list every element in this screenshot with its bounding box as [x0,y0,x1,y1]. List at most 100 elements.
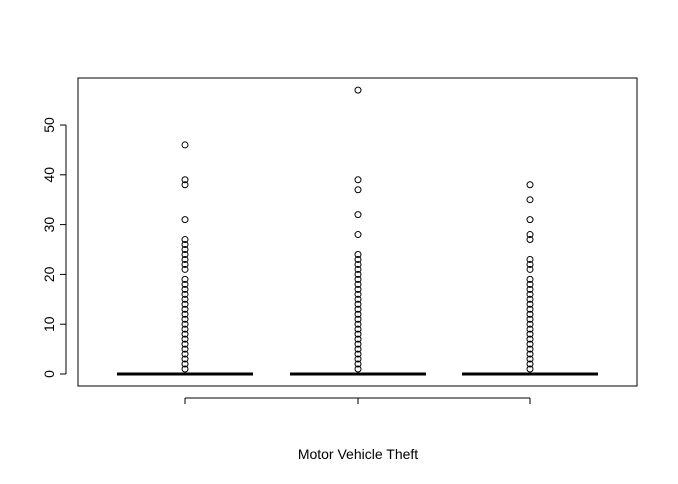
outlier-point [526,310,534,318]
outlier-point [526,285,534,293]
y-tick-label: 10 [41,316,57,332]
outlier-point [354,315,362,323]
outlier-point [526,320,534,328]
outlier-point [354,290,362,298]
outlier-point [526,260,534,268]
outlier-point [181,181,189,189]
outlier-point [354,300,362,308]
outlier-point [181,275,189,283]
outlier-point [181,300,189,308]
outlier-point [354,295,362,303]
outlier-point [354,176,362,184]
outlier-point [354,320,362,328]
outlier-point [181,141,189,149]
outlier-point [181,310,189,318]
outlier-point [181,330,189,338]
outlier-point [526,300,534,308]
outlier-point [181,250,189,258]
outlier-point [181,216,189,224]
outlier-point [181,360,189,368]
outlier-point [526,181,534,189]
outlier-point [354,350,362,358]
outlier-point [181,265,189,273]
outlier-point [526,231,534,239]
outlier-point [181,255,189,263]
outlier-point [354,345,362,353]
outlier-point [354,86,362,94]
y-tick-label: 40 [41,167,57,183]
outlier-point [181,260,189,268]
outlier-point [354,360,362,368]
outlier-point [354,305,362,313]
plot-frame [77,77,638,387]
boxes [117,86,598,376]
outlier-point [354,325,362,333]
outlier-point [526,305,534,313]
outlier-point [354,365,362,373]
outlier-point [181,241,189,249]
outlier-point [181,345,189,353]
y-tick-label: 30 [41,217,57,233]
box-group [290,86,426,376]
outlier-point [181,305,189,313]
outlier-point [181,320,189,328]
outlier-point [181,280,189,288]
outlier-point [526,265,534,273]
outlier-point [181,340,189,348]
outlier-point [526,196,534,204]
outlier-point [526,335,534,343]
outlier-point [354,186,362,194]
outlier-point [526,360,534,368]
outlier-point [526,365,534,373]
outlier-point [526,330,534,338]
outlier-point [526,325,534,333]
box-group [462,181,598,376]
outlier-point [526,280,534,288]
outlier-point [181,236,189,244]
y-tick-label: 50 [41,117,57,133]
outlier-point [181,355,189,363]
outlier-point [526,216,534,224]
y-axis: 0 10 20 30 40 50 [41,117,67,378]
outlier-point [354,231,362,239]
outlier-point [181,295,189,303]
outlier-point [181,246,189,253]
outlier-point [354,270,362,278]
outlier-point [354,250,362,258]
outlier-point [354,310,362,318]
outlier-point [181,285,189,293]
outlier-point [526,345,534,353]
outlier-point [526,350,534,358]
outlier-point [181,335,189,343]
outlier-point [354,255,362,263]
outlier-point [354,340,362,348]
outlier-point [354,285,362,293]
box-group [117,141,253,376]
outlier-point [181,290,189,298]
outlier-point [354,211,362,219]
outlier-point [526,295,534,303]
outlier-point [181,325,189,333]
outlier-point [526,236,534,244]
outlier-point [526,290,534,298]
x-axis [184,397,531,404]
outlier-point [181,176,189,184]
outlier-point [181,315,189,323]
outlier-point [354,275,362,283]
outlier-point [526,255,534,263]
y-tick-label: 20 [41,266,57,282]
outlier-point [526,315,534,323]
outlier-point [181,365,189,373]
outlier-point [354,265,362,273]
outlier-point [181,350,189,358]
outlier-point [526,340,534,348]
outlier-point [354,355,362,363]
outlier-point [354,330,362,338]
outlier-point [354,280,362,288]
x-axis-label: Motor Vehicle Theft [298,446,418,462]
outlier-point [526,355,534,363]
outlier-point [354,260,362,268]
outlier-point [354,335,362,343]
y-tick-label: 0 [41,370,57,378]
